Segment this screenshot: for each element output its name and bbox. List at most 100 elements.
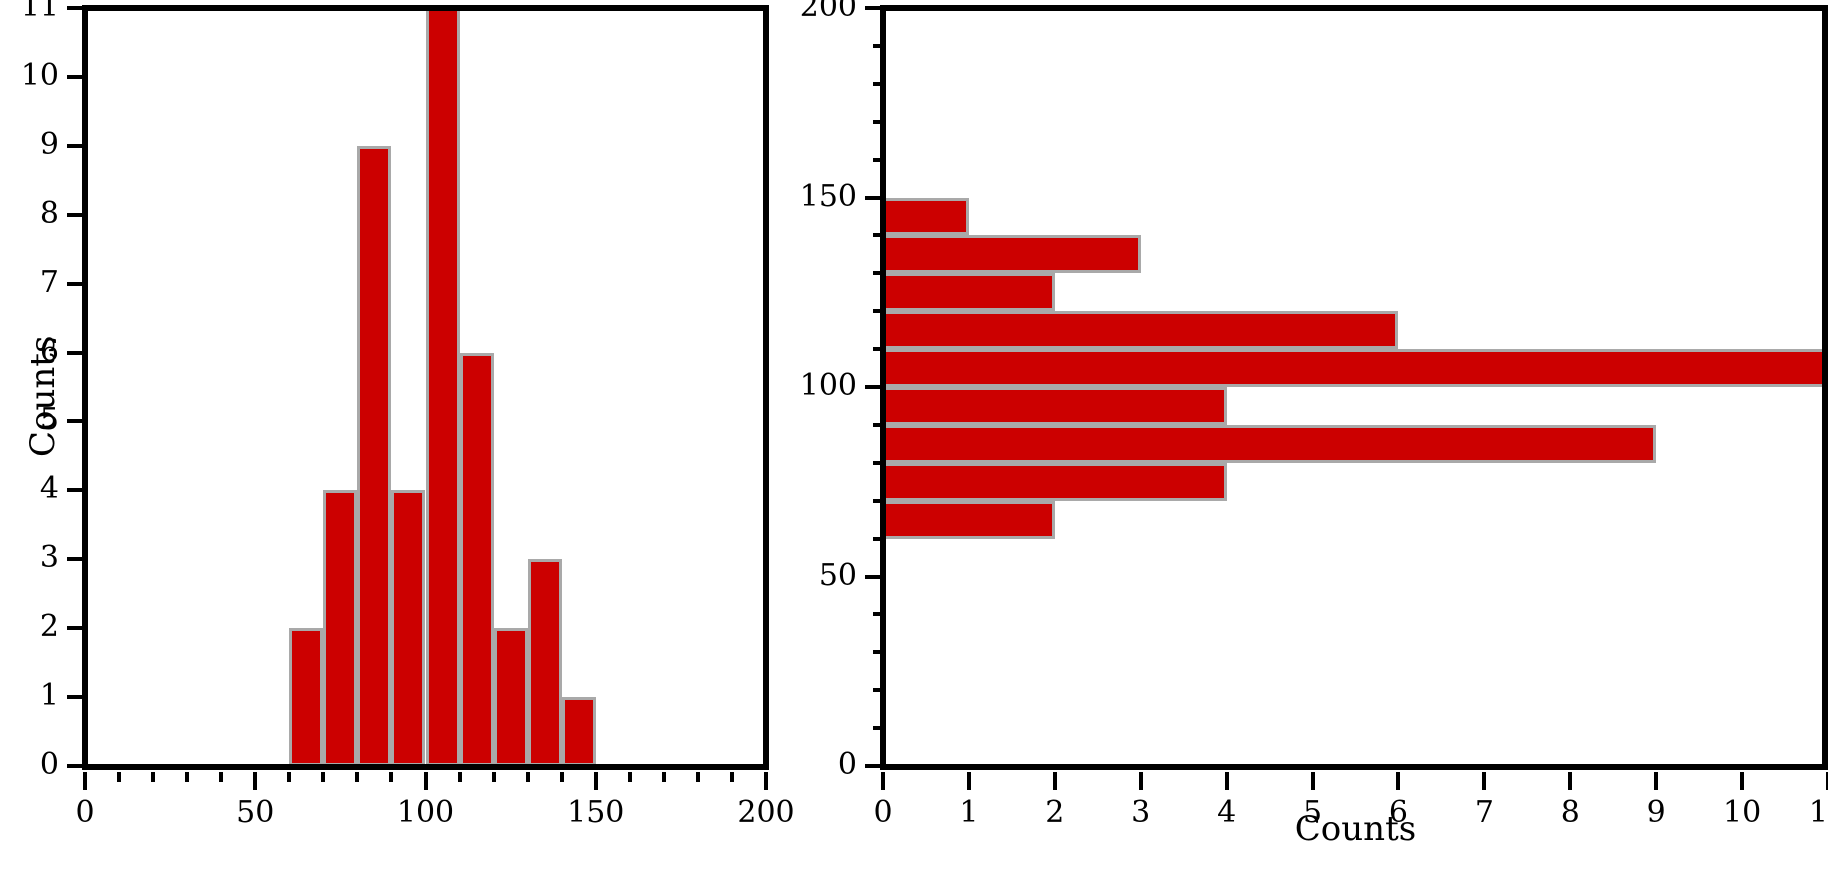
- x-tick-mark: [1568, 772, 1573, 790]
- x-tick-mark: [1224, 772, 1229, 790]
- y-tick-label: 200: [799, 0, 857, 24]
- x-minor-tick-mark: [287, 772, 292, 782]
- y-minor-tick-mark: [873, 119, 883, 124]
- left-histogram-panel: Counts 0 1 2 3 4 5 6 7 8 9 10 11 0 50 100 150 200: [0, 0, 800, 874]
- y-tick-label: 6: [39, 333, 59, 369]
- y-tick-label: 11: [20, 0, 59, 24]
- y-tick-mark: [67, 143, 85, 148]
- histogram-bar: [493, 628, 528, 766]
- x-minor-tick-mark: [627, 772, 632, 782]
- x-tick-label: 2: [1045, 795, 1065, 830]
- x-tick-mark: [83, 772, 87, 790]
- left-plot-x-axis-spine: [82, 764, 769, 770]
- y-tick-mark: [67, 695, 85, 700]
- right-plot-top-spine: [880, 5, 1828, 11]
- histogram-bar: [883, 197, 969, 236]
- y-tick-label: 7: [39, 264, 59, 300]
- x-minor-tick-mark: [321, 772, 326, 782]
- y-minor-tick-mark: [873, 309, 883, 314]
- y-tick-label: 5: [39, 402, 59, 438]
- right-plot-x-axis-spine: [880, 764, 1828, 770]
- x-tick-mark: [1310, 772, 1315, 790]
- x-tick-mark: [1740, 772, 1745, 790]
- x-tick-label: 5: [1302, 795, 1323, 830]
- y-tick-label: 150: [799, 178, 857, 214]
- x-tick-label: 0: [75, 795, 95, 830]
- x-tick-mark: [593, 772, 598, 790]
- y-tick-mark: [67, 419, 85, 424]
- y-tick-mark: [865, 574, 883, 579]
- histogram-bar: [883, 349, 1828, 387]
- right-histogram-panel: Counts 0 50 100 150 200 0 1 2 3 4 5 6 7 8 9 10 11: [800, 0, 1828, 874]
- x-minor-tick-mark: [355, 772, 360, 782]
- right-plot-area: [883, 8, 1828, 766]
- x-tick-label: 7: [1474, 795, 1494, 830]
- y-minor-tick-mark: [873, 726, 883, 731]
- y-tick-mark: [865, 6, 883, 10]
- y-minor-tick-mark: [873, 43, 883, 48]
- x-minor-tick-mark: [389, 772, 394, 782]
- y-minor-tick-mark: [873, 347, 883, 352]
- x-tick-label: 4: [1217, 795, 1237, 830]
- histogram-bar: [527, 559, 562, 766]
- y-tick-mark: [67, 350, 85, 355]
- y-tick-label: 0: [39, 747, 59, 782]
- y-minor-tick-mark: [873, 422, 883, 427]
- histogram-bar: [391, 490, 426, 766]
- right-plot-x-axis-title: Counts: [1294, 809, 1417, 849]
- x-minor-tick-mark: [457, 772, 462, 782]
- x-tick-mark: [1396, 772, 1401, 790]
- histogram-bar: [561, 697, 596, 766]
- histogram-bar: [883, 424, 1657, 463]
- y-tick-label: 0: [837, 747, 857, 782]
- y-minor-tick-mark: [873, 157, 883, 162]
- histogram-bar: [883, 500, 1055, 539]
- x-tick-mark: [764, 772, 768, 790]
- y-tick-mark: [67, 74, 85, 79]
- x-minor-tick-mark: [695, 772, 700, 782]
- left-plot-right-spine: [763, 5, 769, 770]
- y-minor-tick-mark: [873, 498, 883, 503]
- histogram-bar: [357, 145, 392, 766]
- x-minor-tick-mark: [219, 772, 224, 782]
- left-plot-y-axis-spine: [82, 8, 88, 770]
- y-tick-label: 8: [39, 195, 59, 231]
- x-minor-tick-mark: [729, 772, 734, 782]
- x-tick-mark: [1654, 772, 1659, 790]
- y-tick-label: 100: [799, 368, 857, 403]
- x-tick-label: 10: [1722, 795, 1762, 830]
- histogram-bar: [883, 273, 1055, 312]
- y-tick-label: 2: [39, 609, 59, 645]
- x-tick-label: 1: [959, 795, 979, 830]
- left-plot-top-spine: [82, 5, 769, 11]
- y-tick-mark: [67, 626, 85, 631]
- y-minor-tick-mark: [873, 271, 883, 276]
- x-minor-tick-mark: [151, 772, 156, 782]
- y-minor-tick-mark: [873, 688, 883, 693]
- x-tick-mark: [423, 772, 428, 790]
- y-tick-label: 3: [39, 540, 59, 576]
- y-minor-tick-mark: [873, 233, 883, 238]
- histogram-bar: [883, 235, 1141, 274]
- x-tick-label: 8: [1560, 795, 1580, 830]
- y-minor-tick-mark: [873, 460, 883, 465]
- right-plot-y-axis-spine: [880, 8, 886, 770]
- x-minor-tick-mark: [117, 772, 122, 782]
- y-tick-mark: [67, 488, 85, 493]
- x-tick-label: 11: [1808, 795, 1828, 830]
- x-minor-tick-mark: [559, 772, 564, 782]
- x-tick-label: 150: [567, 795, 625, 830]
- x-tick-mark: [1052, 772, 1057, 790]
- x-tick-mark: [1482, 772, 1487, 790]
- right-plot-right-spine: [1822, 5, 1828, 770]
- x-tick-mark: [1138, 772, 1143, 790]
- y-tick-label: 10: [20, 57, 59, 93]
- x-tick-label: 6: [1388, 795, 1408, 830]
- y-tick-label: 4: [39, 471, 59, 507]
- y-tick-mark: [67, 557, 85, 562]
- y-tick-mark: [865, 764, 883, 768]
- y-tick-mark: [865, 195, 883, 200]
- histogram-bar: [883, 311, 1399, 350]
- y-tick-mark: [67, 281, 85, 286]
